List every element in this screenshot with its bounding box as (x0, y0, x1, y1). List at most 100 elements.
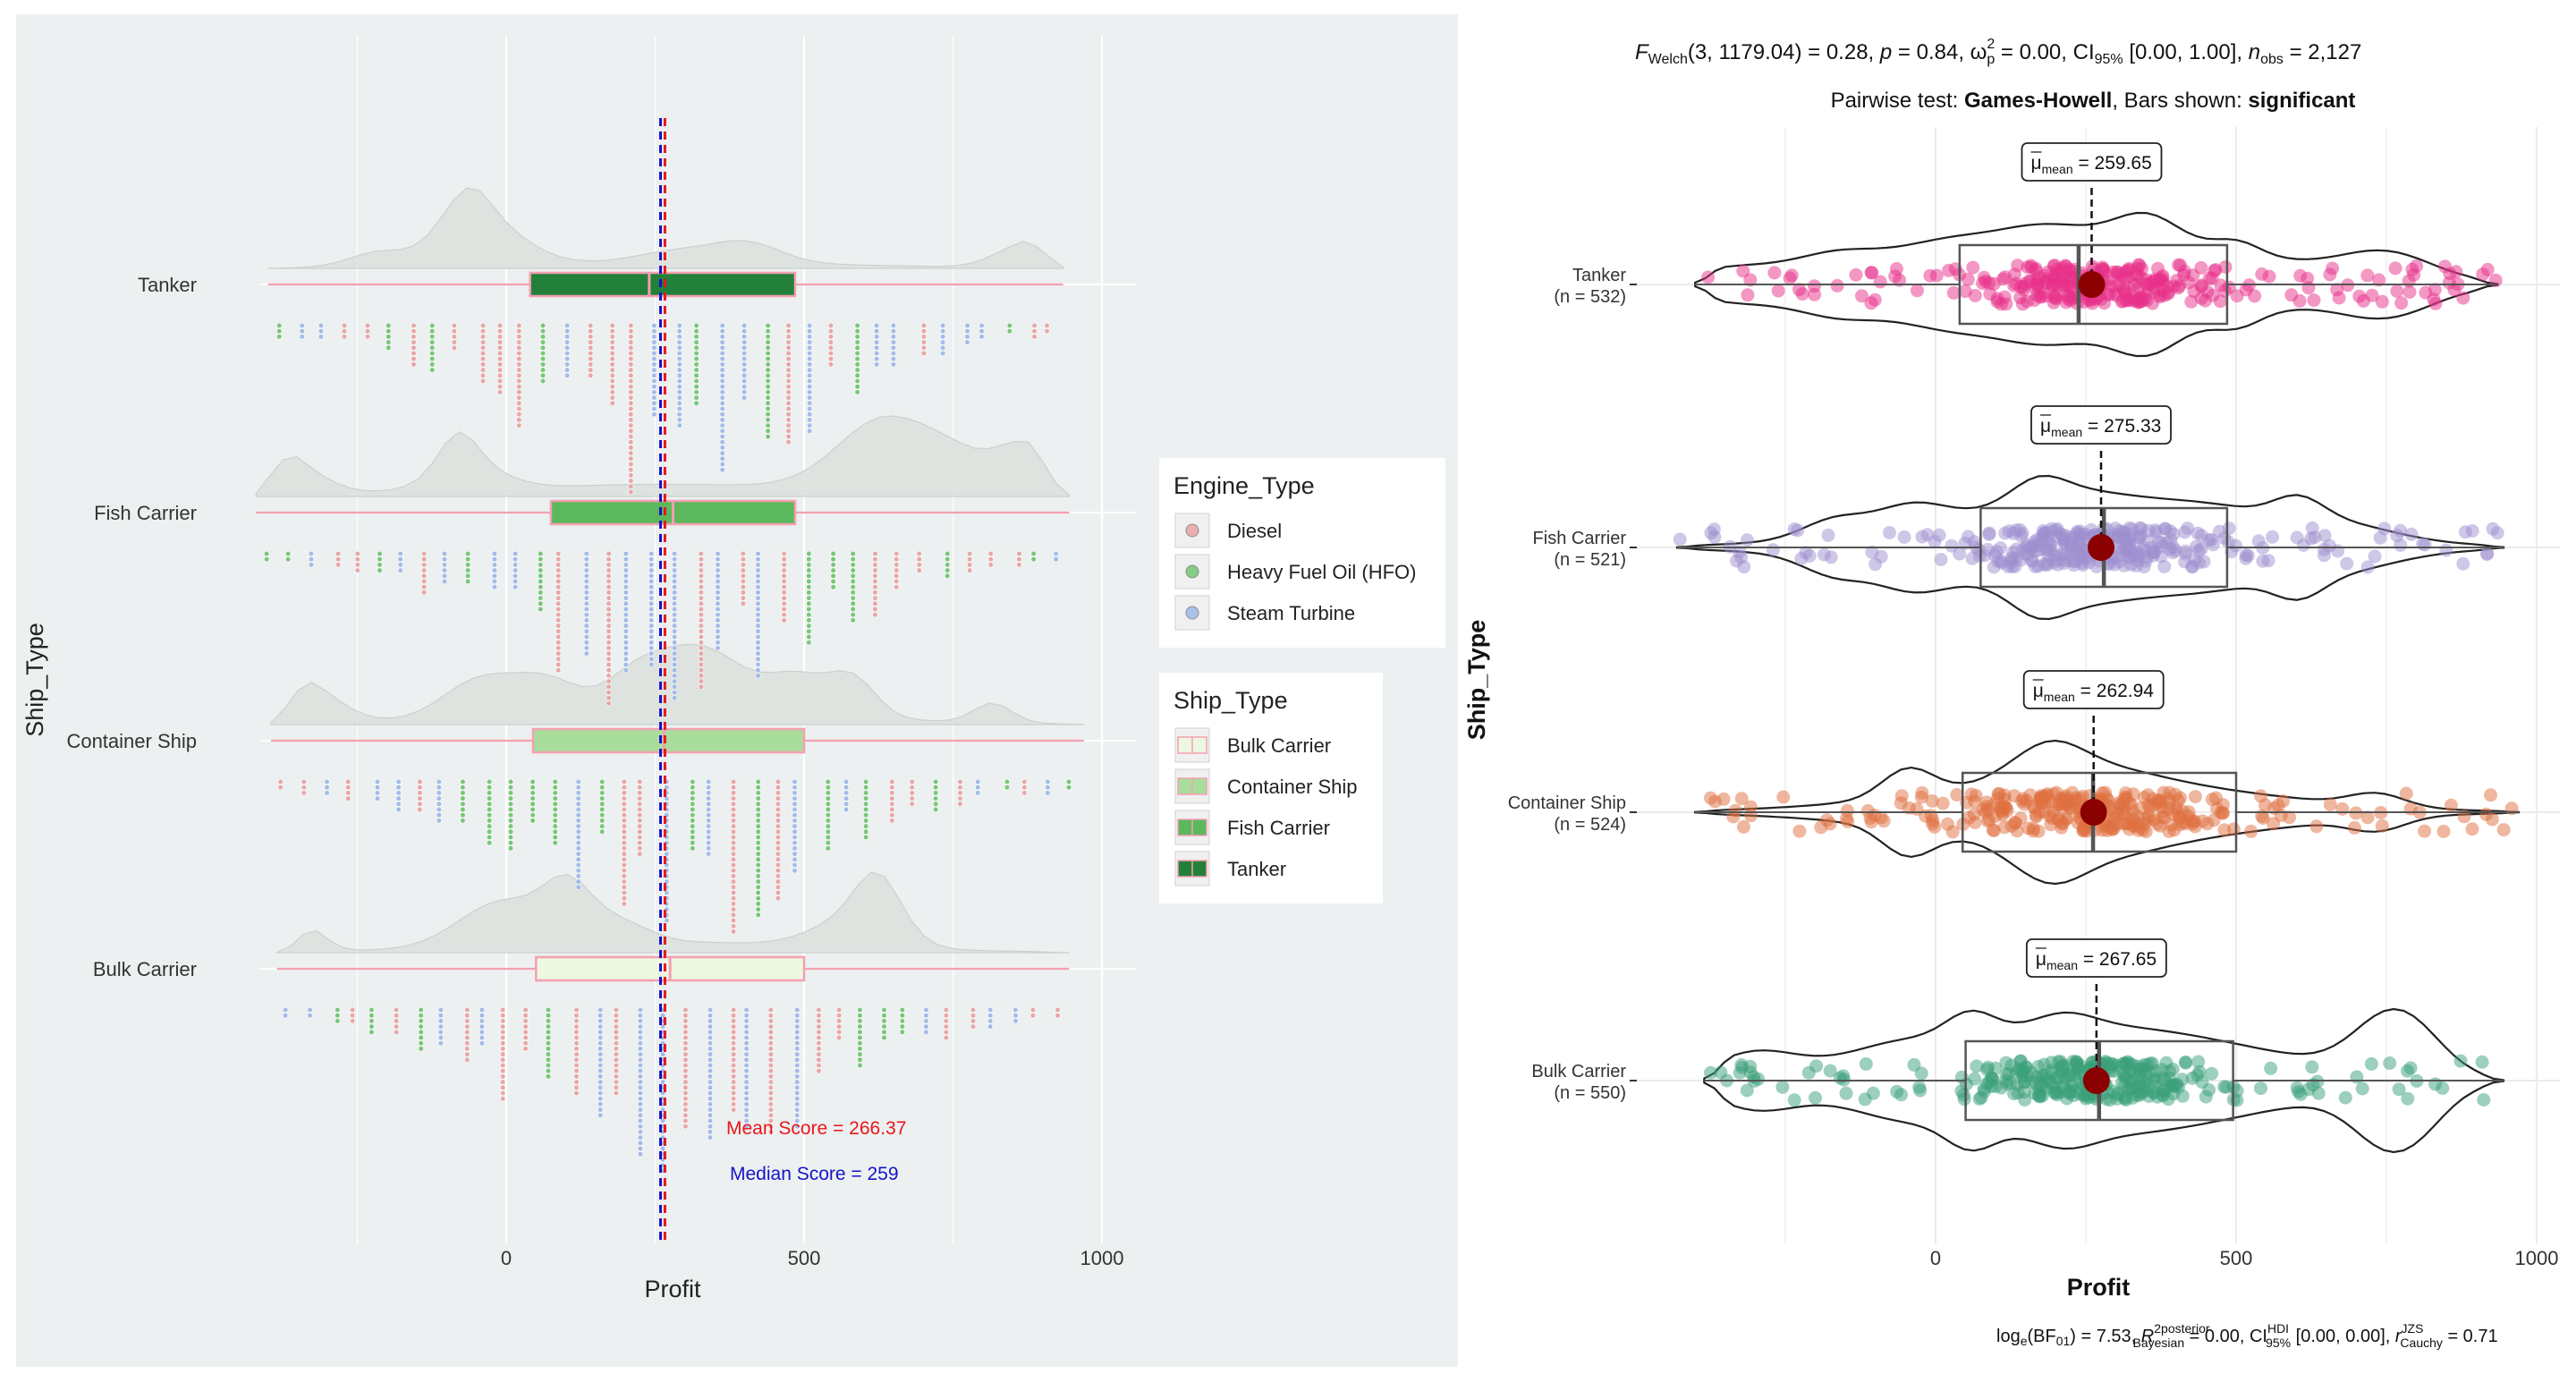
rain-dot (698, 606, 705, 613)
rain-dot (835, 1034, 843, 1041)
rain-dot (429, 328, 436, 335)
rain-dot (613, 1084, 620, 1090)
rain-dot (957, 790, 963, 796)
rain-dot (545, 1006, 552, 1014)
rain-dot (364, 334, 371, 340)
rain-dot (512, 572, 519, 579)
rain-dot (659, 1013, 666, 1019)
rain-dot (1021, 785, 1028, 791)
rain-dot (676, 411, 682, 418)
box-iqr (1958, 243, 2229, 326)
jitter-point (2219, 1080, 2233, 1094)
rain-dot (335, 1018, 341, 1024)
left-y-axis-title: Ship_Type (21, 623, 48, 737)
rain-dot (920, 328, 927, 335)
rain-dot (715, 578, 721, 585)
rain-dot (806, 567, 812, 573)
rain-dot (755, 851, 761, 857)
jitter-point (2009, 276, 2023, 291)
jitter-point (2127, 819, 2141, 834)
rain-dot (545, 1046, 552, 1052)
rain-dot (939, 328, 946, 335)
jitter-point (2167, 823, 2182, 837)
rain-dot (491, 550, 498, 557)
rain-dot (539, 322, 547, 329)
jitter-point (2214, 278, 2228, 293)
rain-dot (945, 556, 951, 563)
rain-dot (755, 806, 761, 813)
rain-dot (597, 1062, 604, 1069)
rain-dot (920, 334, 927, 340)
right-y-tick-n: (n = 550) (1554, 1083, 1626, 1103)
rain-dot (417, 806, 423, 813)
rain-dot (862, 790, 869, 796)
jitter-point (2399, 786, 2413, 801)
rain-dot (609, 389, 615, 395)
rain-dot (775, 828, 782, 835)
rain-dot (850, 617, 856, 623)
rain-dot (975, 785, 981, 791)
rain-dot (899, 1029, 905, 1035)
rain-dot (555, 617, 562, 623)
rain-dot (676, 405, 682, 412)
rain-dot (637, 1096, 644, 1102)
left-x-tick-label: 0 (501, 1247, 512, 1269)
rain-dot (395, 806, 402, 813)
rain-dot (767, 1046, 774, 1052)
rain-dot (539, 328, 547, 335)
rain-dot (785, 361, 792, 368)
jitter-point (1893, 273, 1907, 287)
rain-dot (939, 344, 946, 351)
rain-dot (507, 840, 514, 846)
rain-dot (545, 1029, 552, 1035)
jitter-point (1990, 792, 2004, 806)
rain-dot (767, 1073, 774, 1080)
rain-dot (693, 384, 699, 390)
rain-dot (479, 372, 487, 378)
rain-dot (613, 1062, 620, 1069)
rain-dot (341, 328, 348, 335)
rain-dot (825, 828, 831, 835)
rain-dot (637, 1129, 644, 1135)
rain-dot (374, 785, 381, 791)
rain-dot (843, 801, 850, 807)
right-y-tick-label: Bulk Carrier (1531, 1062, 1626, 1081)
rain-dot (651, 400, 657, 406)
rain-dot (437, 1023, 444, 1030)
rain-dot (671, 650, 678, 657)
median-score-annotation: Median Score = 259 (730, 1164, 899, 1184)
rain-dot (671, 572, 678, 579)
rain-dot (767, 1056, 774, 1063)
rain-dot (741, 350, 748, 357)
rain-dot (730, 1068, 737, 1074)
legend-ship-type-title: Ship_Type (1174, 687, 1288, 714)
density-cloud (275, 871, 1070, 954)
rain-dot (765, 428, 771, 434)
rain-dot (545, 1056, 552, 1063)
rain-dot (299, 328, 305, 335)
rain-dot (682, 1046, 689, 1052)
rain-dot (530, 785, 536, 791)
rain-dot (719, 384, 725, 390)
rain-dot (794, 1124, 801, 1130)
rain-dot (873, 350, 880, 357)
rain-dot (411, 350, 417, 357)
jitter-point (2190, 1068, 2205, 1082)
rain-dot (609, 344, 615, 351)
jitter-point (2137, 560, 2151, 574)
rain-dot (767, 1018, 774, 1024)
jitter-point (2157, 1073, 2172, 1087)
rain-dot (755, 667, 761, 674)
jitter-point (1934, 553, 1948, 566)
rain-dot (522, 1006, 529, 1014)
rain-dot (648, 595, 655, 601)
rain-dot (555, 600, 562, 606)
rain-dot (785, 372, 792, 378)
jitter-point (1998, 270, 2012, 284)
rain-dot (816, 1029, 822, 1035)
rain-dot (621, 785, 627, 791)
rain-dot (516, 339, 522, 345)
rain-dot (283, 1006, 289, 1014)
rain-dot (500, 1073, 506, 1080)
